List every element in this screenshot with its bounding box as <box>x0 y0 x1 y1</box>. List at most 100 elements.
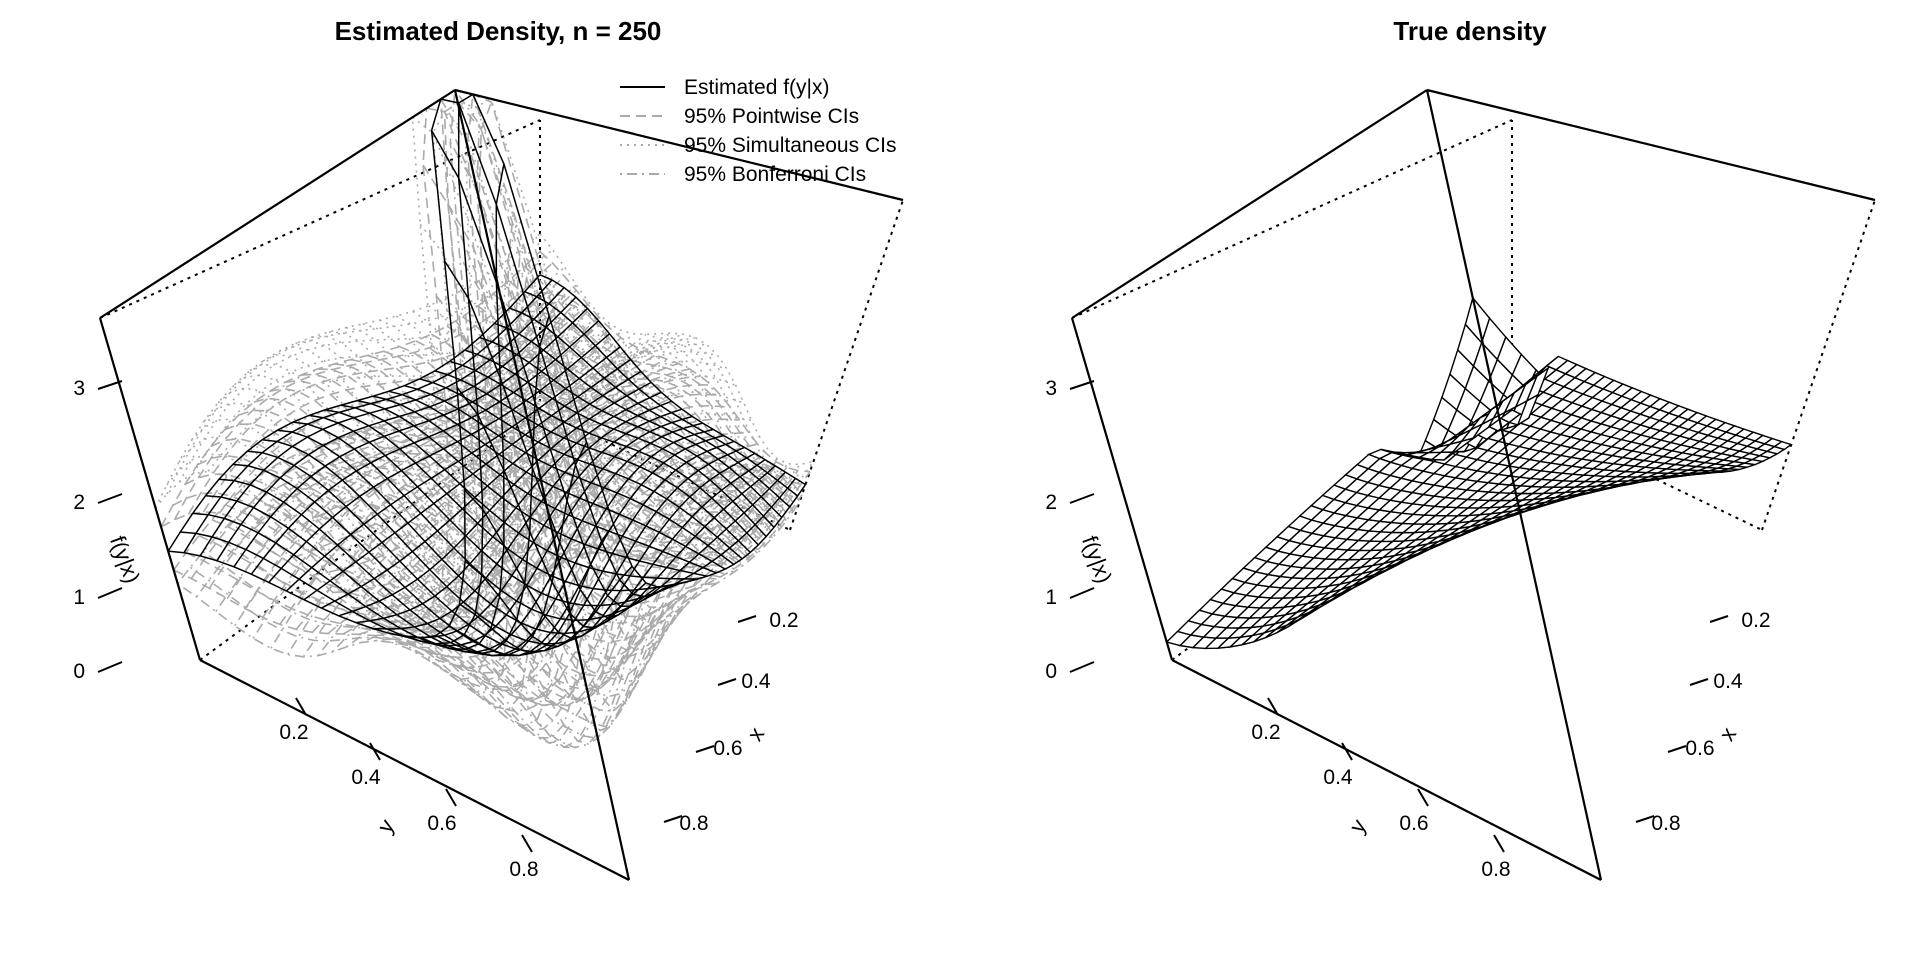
surface-grid-line <box>440 98 797 598</box>
simultaneous-ci-upper-line <box>306 333 647 551</box>
pointwise-ci-upper-line <box>235 316 600 520</box>
surface-grid-line <box>292 421 669 622</box>
pointwise-ci-upper-line <box>403 375 701 634</box>
pointwise-ci-lower-line <box>327 386 640 635</box>
surface-grid-line <box>324 409 689 592</box>
surface-grid-line <box>338 381 652 617</box>
box-edge <box>1071 89 1428 319</box>
z-tick-mark <box>97 587 123 599</box>
pointwise-ci-upper-line <box>446 418 740 587</box>
z-axis-label: f(y|x) <box>1077 532 1117 586</box>
box-hidden-edge <box>1761 199 1876 531</box>
z-tick-label: 1 <box>73 586 85 609</box>
simultaneous-ci-upper-line <box>207 300 589 472</box>
x-tick-mark <box>1709 615 1729 623</box>
pointwise-ci-upper-line <box>202 289 577 513</box>
box-edge <box>1070 317 1174 661</box>
simultaneous-ci-upper-line <box>349 332 672 602</box>
simultaneous-ci-upper-line <box>414 350 718 613</box>
simultaneous-ci-upper-line <box>507 258 795 490</box>
bonferroni-ci-lower-line <box>425 473 693 691</box>
bonferroni-ci-lower-line <box>458 255 784 683</box>
simultaneous-ci-upper-line <box>203 353 572 620</box>
simultaneous-ci-upper-line <box>412 310 744 550</box>
bonferroni-ci-lower-line <box>349 459 700 660</box>
simultaneous-ci-upper-line <box>426 107 789 527</box>
estimated-density-surface <box>167 89 807 657</box>
x-axis-label: x <box>1714 723 1741 746</box>
simultaneous-ci-upper-line <box>166 249 554 495</box>
simultaneous-ci-upper-line <box>217 387 602 613</box>
x-tick-label: 0.4 <box>1713 670 1743 693</box>
z-tick-mark <box>97 493 123 504</box>
surface-grid-line <box>459 440 735 654</box>
pointwise-ci-upper-line <box>446 325 760 540</box>
surface-grid-line <box>183 279 553 554</box>
confidence-interval-surfaces <box>154 89 815 749</box>
surface-grid-line <box>372 400 672 630</box>
y-tick-label: 0.4 <box>351 766 381 789</box>
bonferroni-ci-lower-line <box>539 301 801 503</box>
simultaneous-ci-upper-line <box>178 98 492 626</box>
z-tick-label: 0 <box>73 660 85 683</box>
simultaneous-ci-upper-line <box>178 266 566 483</box>
box-edge <box>99 89 456 319</box>
pointwise-ci-lower-line <box>342 402 649 635</box>
pointwise-ci-upper-line <box>367 354 717 566</box>
pointwise-ci-lower-line <box>208 295 565 589</box>
surface-grid-line <box>192 163 505 650</box>
surface-grid-line <box>372 395 717 574</box>
z-tick-label: 1 <box>1045 586 1057 609</box>
bonferroni-ci-lower-line <box>234 305 577 627</box>
x-tick-mark <box>717 678 737 686</box>
x-tick-label: 0.8 <box>679 812 708 835</box>
simultaneous-ci-upper-line <box>430 342 760 501</box>
z-tick-label: 2 <box>73 491 85 514</box>
pointwise-ci-lower-line <box>239 490 620 707</box>
surface-grid-line <box>199 287 565 557</box>
y-axis-label: y <box>372 815 399 838</box>
bonferroni-ci-lower-line <box>317 378 629 657</box>
simultaneous-ci-upper-line <box>329 331 698 559</box>
surface-grid-line <box>419 378 743 560</box>
surface-grid-line <box>435 428 714 657</box>
pointwise-ci-upper-line <box>426 107 788 557</box>
x-tick-label: 0.4 <box>741 670 771 693</box>
surface-grid-line <box>167 274 541 552</box>
pointwise-ci-lower-line <box>268 468 651 701</box>
x-tick-mark <box>1689 678 1709 686</box>
surface-grid-line <box>285 346 621 592</box>
legend-entry-pointwise: 95% Pointwise CIs <box>684 105 859 128</box>
bonferroni-ci-lower-line <box>243 509 624 749</box>
legend: Estimated f(y|x) 95% Pointwise CIs 95% S… <box>620 76 896 186</box>
pointwise-ci-lower-line <box>361 431 708 606</box>
chart-title: Estimated Density, n = 250 <box>335 16 662 46</box>
bonferroni-ci-lower-line <box>189 124 508 694</box>
x-tick-mark <box>737 615 757 623</box>
bonferroni-ci-lower-line <box>177 89 491 681</box>
bonferroni-ci-lower-line <box>524 320 794 512</box>
pointwise-ci-lower-line <box>478 460 754 701</box>
x-tick-label: 0.6 <box>1685 737 1714 760</box>
box-visible-edges <box>98 88 904 881</box>
z-tick-mark <box>1069 661 1095 673</box>
z-tick-label: 2 <box>1045 491 1057 514</box>
box-edge <box>1171 659 1602 881</box>
x-axis: 0.2 0.4 0.6 0.8 x <box>1635 609 1771 835</box>
y-tick-label: 0.8 <box>1481 858 1510 881</box>
chart-title: True density <box>1393 16 1547 46</box>
bonferroni-ci-lower-line <box>287 481 663 728</box>
z-tick-mark <box>1069 493 1095 504</box>
pointwise-ci-lower-line <box>472 458 765 688</box>
box-hidden-edge <box>1071 119 1513 319</box>
y-axis: 0.2 0.4 0.6 0.8 y <box>1251 697 1511 881</box>
bonferroni-ci-lower-line <box>395 443 726 597</box>
y-tick-mark <box>445 788 457 807</box>
y-tick-label: 0.8 <box>509 858 538 881</box>
z-axis: 0 1 2 3 f(y|x) <box>73 377 145 683</box>
simultaneous-ci-upper-line <box>386 336 696 626</box>
y-tick-mark <box>1341 742 1353 761</box>
surface-grid-line <box>454 89 807 588</box>
y-tick-mark <box>369 742 381 761</box>
